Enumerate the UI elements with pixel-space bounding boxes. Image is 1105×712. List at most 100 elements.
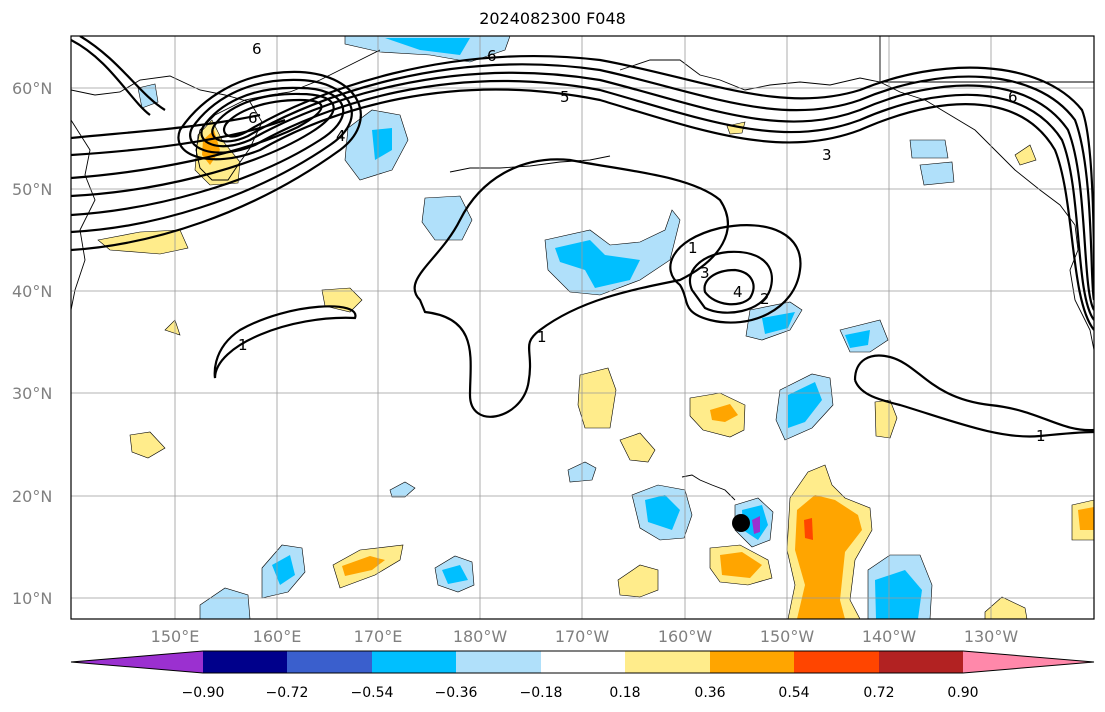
contour-line <box>853 354 1094 432</box>
contour-line <box>688 250 773 314</box>
colorbar-segment <box>287 651 372 673</box>
colorbar-segment <box>456 651 541 673</box>
colorbar-tick-label: −0.54 <box>351 685 394 701</box>
neg-anomaly-area <box>442 565 468 584</box>
coastline-hawaii <box>681 474 736 501</box>
coastline-aleutians <box>449 155 611 173</box>
contour-label: 5 <box>560 88 570 106</box>
contour-line <box>71 71 1094 311</box>
neg-anomaly-area <box>421 195 473 241</box>
contour-label: 4 <box>336 127 346 145</box>
neg-anomaly-area <box>788 382 822 428</box>
contour-line <box>71 118 286 157</box>
colorbar-tick-label: −0.36 <box>435 685 478 701</box>
lon-label-130w: 130°W <box>964 627 1019 646</box>
pos-anomaly-area <box>1078 507 1094 530</box>
contour-label: 3 <box>822 146 832 164</box>
pos-anomaly-area <box>97 229 189 255</box>
colorbar-tick-label: 0.72 <box>863 685 894 701</box>
colorbar-tick-label: 0.54 <box>778 685 809 701</box>
contour-label: 1 <box>537 328 547 346</box>
contour-line <box>703 268 755 306</box>
neg-anomaly-area <box>544 209 681 296</box>
longitude-labels: 150°E 160°E 170°E 180°W 170°W 160°W 150°… <box>151 627 1019 646</box>
neg-anomaly-area <box>875 570 922 619</box>
colorbar-extend-low <box>71 651 203 673</box>
neg-anomaly-area <box>845 330 870 348</box>
lon-label-170e: 170°E <box>354 627 403 646</box>
colorbar-segment <box>625 651 710 673</box>
lon-label-150e: 150°E <box>151 627 200 646</box>
lon-label-170w: 170°W <box>555 627 610 646</box>
contour-line <box>71 39 151 116</box>
contour-label: 6 <box>248 109 258 127</box>
contour-label: 1 <box>1036 427 1046 445</box>
lon-label-160e: 160°E <box>253 627 302 646</box>
colorbar-segment <box>203 651 287 673</box>
neg-anomaly-area <box>909 139 949 159</box>
colorbar-segment <box>879 651 963 673</box>
neg-anomaly-area <box>272 555 295 585</box>
pos-anomaly-area <box>342 556 385 576</box>
pos-anomaly-area <box>619 432 656 463</box>
contour-line <box>413 158 729 418</box>
colorbar-tick-label: −0.90 <box>182 685 225 701</box>
neg-anomaly-area <box>199 587 251 619</box>
latitude-labels: 10°N 20°N 30°N 40°N 50°N 60°N <box>12 79 52 608</box>
contour-label: 4 <box>733 283 743 301</box>
contour-line <box>71 55 1094 281</box>
contour-label: 1 <box>688 239 698 257</box>
neg-anomaly-area <box>372 128 392 160</box>
lon-label-160w: 160°W <box>658 627 713 646</box>
colorbar-segment <box>794 651 879 673</box>
neg-anomaly-area <box>555 240 640 288</box>
colorbar-tick-label: 0.18 <box>609 685 640 701</box>
storm-center-marker <box>732 514 750 532</box>
contour-line <box>71 70 1094 331</box>
colorbar-segment <box>541 651 625 673</box>
contour-line <box>853 379 1094 438</box>
contour-line <box>79 36 166 111</box>
contour-label: 1 <box>238 336 248 354</box>
colorbar-tick-label: 0.36 <box>694 685 725 701</box>
colorbar-segment <box>372 651 456 673</box>
anomaly-shading <box>97 36 1094 619</box>
contour-line <box>71 63 1094 301</box>
contour-label: 2 <box>760 290 770 308</box>
contour-line <box>213 305 357 379</box>
lon-label-180w: 180°W <box>453 627 508 646</box>
neg-anomaly-area <box>385 38 470 55</box>
colorbar-extend-high <box>963 651 1094 673</box>
pos-anomaly-area <box>710 404 738 422</box>
pos-anomaly-area <box>129 431 166 459</box>
contour-line <box>669 224 802 324</box>
pos-anomaly-area <box>1014 144 1037 166</box>
contours <box>71 36 1094 438</box>
neg-anomaly-area <box>645 495 680 530</box>
map-background <box>71 36 1094 619</box>
lat-label-50n: 50°N <box>12 180 52 199</box>
pos-anomaly-area <box>164 319 181 336</box>
lat-label-20n: 20°N <box>12 487 52 506</box>
pos-anomaly-area <box>984 596 1028 619</box>
contour-label: 6 <box>252 40 262 58</box>
colorbar-segment <box>710 651 794 673</box>
colorbar-tick-label: 0.90 <box>947 685 978 701</box>
contour-label: 6 <box>1008 88 1018 106</box>
lat-label-30n: 30°N <box>12 384 52 403</box>
plot-title: 2024082300 F048 <box>479 9 626 28</box>
pos-anomaly-area <box>874 399 898 439</box>
contour-line <box>71 78 1094 321</box>
contour-labels: 6 6 6 6 5 4 3 2 1 1 1 1 3 4 <box>238 40 1046 445</box>
contour-line <box>71 113 261 140</box>
neg-anomaly-area <box>919 161 955 186</box>
contour-label: 3 <box>700 264 710 282</box>
lon-label-150w: 150°W <box>760 627 815 646</box>
lon-label-140w: 140°W <box>862 627 917 646</box>
lat-label-60n: 60°N <box>12 79 52 98</box>
lat-label-40n: 40°N <box>12 282 52 301</box>
colorbar-tick-label: −0.18 <box>520 685 563 701</box>
colorbar: −0.90 −0.72 −0.54 −0.36 −0.18 0.18 0.36 … <box>70 650 1095 701</box>
contour-label: 6 <box>487 47 497 65</box>
